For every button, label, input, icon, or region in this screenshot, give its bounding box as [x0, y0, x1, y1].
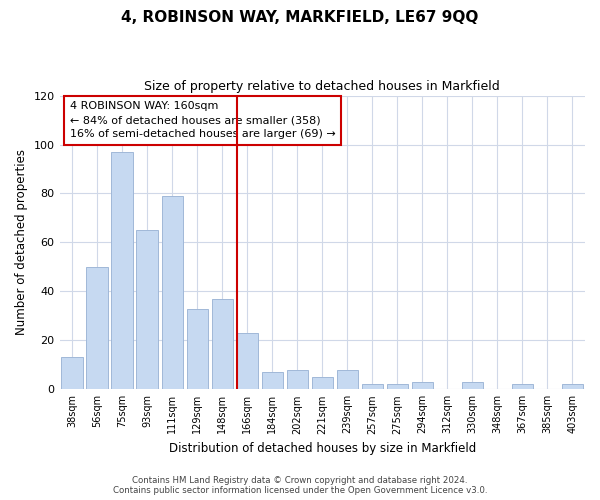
Text: 4, ROBINSON WAY, MARKFIELD, LE67 9QQ: 4, ROBINSON WAY, MARKFIELD, LE67 9QQ [121, 10, 479, 25]
Bar [187, 308, 208, 390]
Bar [161, 196, 183, 390]
Text: Contains HM Land Registry data © Crown copyright and database right 2024.
Contai: Contains HM Land Registry data © Crown c… [113, 476, 487, 495]
Bar [462, 382, 483, 390]
Bar [337, 370, 358, 390]
Bar [287, 370, 308, 390]
Bar [86, 267, 108, 390]
Y-axis label: Number of detached properties: Number of detached properties [15, 150, 28, 336]
Bar [311, 377, 333, 390]
Bar [112, 152, 133, 390]
Bar [412, 382, 433, 390]
Bar [212, 298, 233, 390]
Bar [362, 384, 383, 390]
Bar [61, 358, 83, 390]
Bar [136, 230, 158, 390]
X-axis label: Distribution of detached houses by size in Markfield: Distribution of detached houses by size … [169, 442, 476, 455]
Bar [562, 384, 583, 390]
Bar [512, 384, 533, 390]
Bar [236, 333, 258, 390]
Bar [262, 372, 283, 390]
Bar [387, 384, 408, 390]
Title: Size of property relative to detached houses in Markfield: Size of property relative to detached ho… [145, 80, 500, 93]
Text: 4 ROBINSON WAY: 160sqm
← 84% of detached houses are smaller (358)
16% of semi-de: 4 ROBINSON WAY: 160sqm ← 84% of detached… [70, 102, 336, 140]
